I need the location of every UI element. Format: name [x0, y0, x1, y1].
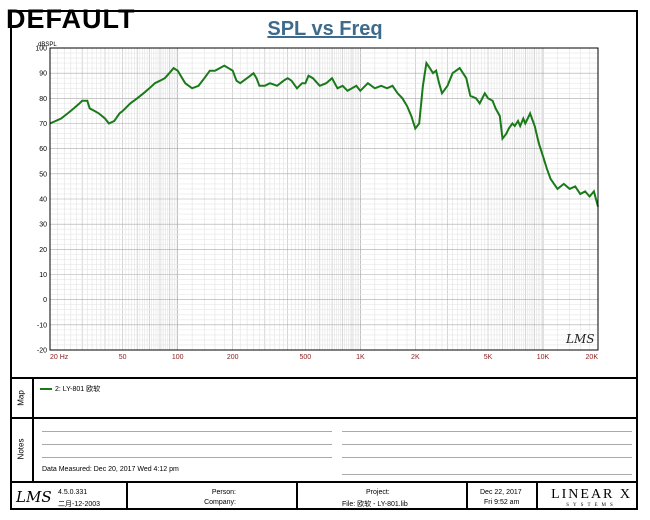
legend-label: 2: LY-801 欧软 — [55, 386, 101, 393]
x-tick-label: 20K — [586, 354, 599, 361]
y-tick-label: 60 — [39, 146, 47, 153]
chart-title: SPL vs Freq — [267, 18, 383, 40]
corner-label: DEFAULT — [6, 4, 136, 34]
y-tick-label: -10 — [37, 322, 47, 329]
note-line[interactable] — [342, 474, 632, 475]
y-tick-label: 90 — [39, 71, 47, 78]
file-label: File: 欧软 - LY-801.lib — [342, 501, 408, 508]
version-date: 二月-12-2003 — [58, 501, 101, 508]
y-tick-label: 80 — [39, 96, 47, 103]
date-cell: Dec 22, 2017 Fri 9:52 am — [468, 483, 538, 510]
version: 4.5.0.331 — [58, 489, 88, 496]
notes-panel: Notes Data Measured: Dec 20, 2017 Wed 4:… — [10, 417, 638, 483]
map-panel: Map 2: LY-801 欧软 — [10, 377, 638, 419]
x-tick-label: 50 — [119, 354, 127, 361]
y-tick-label: 70 — [39, 121, 47, 128]
legend-entry[interactable]: 2: LY-801 欧软 — [40, 384, 100, 394]
y-tick-label: -20 — [37, 348, 47, 355]
note-line[interactable] — [42, 444, 332, 445]
x-tick-label: 20 Hz — [50, 354, 69, 361]
note-line[interactable] — [42, 431, 332, 432]
x-tick-label: 10K — [537, 354, 550, 361]
y-tick-label: 20 — [39, 247, 47, 254]
legend-swatch — [40, 388, 52, 390]
linearx-logo: LINEAR X SYSTEMS — [551, 487, 632, 508]
lms-logo: LMS — [16, 488, 52, 506]
x-tick-label: 5K — [484, 354, 493, 361]
y-tick-label: 30 — [39, 222, 47, 229]
plot-border — [49, 47, 599, 351]
note-line[interactable] — [42, 457, 332, 458]
x-tick-label: 500 — [300, 354, 312, 361]
person-cell: Person: Company: — [128, 483, 298, 510]
note-line[interactable] — [342, 431, 632, 432]
x-tick-label: 1K — [356, 354, 365, 361]
y-tick-label: 40 — [39, 197, 47, 204]
note-line[interactable] — [342, 457, 632, 458]
lms-watermark: LMS — [565, 332, 594, 346]
report-frame — [10, 10, 638, 510]
x-tick-label: 2K — [411, 354, 420, 361]
notes-tab[interactable]: Notes — [10, 417, 34, 481]
x-tick-label: 100 — [172, 354, 184, 361]
series-line — [49, 60, 599, 207]
note-line[interactable] — [342, 444, 632, 445]
footer: LMS 4.5.0.331 二月-12-2003 Person: Company… — [10, 483, 638, 510]
measured-date: Data Measured: Dec 20, 2017 Wed 4:12 pm — [42, 466, 179, 473]
y-axis-label: dBSPL — [38, 42, 57, 48]
report-date: Dec 22, 2017 — [480, 489, 522, 496]
project-cell: Project: File: 欧软 - LY-801.lib — [298, 483, 468, 510]
y-tick-label: 10 — [39, 272, 47, 279]
y-tick-label: 50 — [39, 171, 47, 178]
report-time: Fri 9:52 am — [484, 499, 520, 506]
project-label: Project: — [366, 489, 390, 496]
version-cell: LMS 4.5.0.331 二月-12-2003 — [10, 483, 128, 510]
company-label: Company: — [204, 499, 236, 506]
y-tick-label: 0 — [43, 297, 47, 304]
person-label: Person: — [211, 489, 236, 496]
x-tick-label: 200 — [227, 354, 239, 361]
y-tick-label: 100 — [35, 46, 47, 53]
map-tab[interactable]: Map — [10, 379, 34, 417]
